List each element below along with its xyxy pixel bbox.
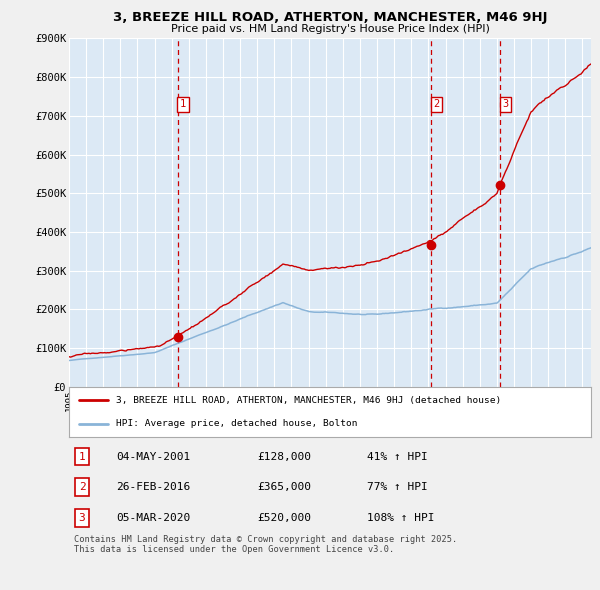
Text: 2: 2 (79, 482, 85, 492)
Text: 2: 2 (434, 99, 440, 109)
Text: 41% ↑ HPI: 41% ↑ HPI (367, 451, 427, 461)
Text: £128,000: £128,000 (257, 451, 311, 461)
Text: Contains HM Land Registry data © Crown copyright and database right 2025.
This d: Contains HM Land Registry data © Crown c… (74, 535, 457, 555)
Text: £365,000: £365,000 (257, 482, 311, 492)
Text: HPI: Average price, detached house, Bolton: HPI: Average price, detached house, Bolt… (116, 419, 358, 428)
Text: 3, BREEZE HILL ROAD, ATHERTON, MANCHESTER, M46 9HJ (detached house): 3, BREEZE HILL ROAD, ATHERTON, MANCHESTE… (116, 396, 501, 405)
Text: 1: 1 (180, 99, 187, 109)
Text: 26-FEB-2016: 26-FEB-2016 (116, 482, 190, 492)
Text: 3, BREEZE HILL ROAD, ATHERTON, MANCHESTER, M46 9HJ: 3, BREEZE HILL ROAD, ATHERTON, MANCHESTE… (113, 11, 547, 24)
Text: 1: 1 (79, 451, 85, 461)
Text: 77% ↑ HPI: 77% ↑ HPI (367, 482, 427, 492)
Text: £520,000: £520,000 (257, 513, 311, 523)
Text: 3: 3 (502, 99, 509, 109)
Text: 04-MAY-2001: 04-MAY-2001 (116, 451, 190, 461)
Text: Price paid vs. HM Land Registry's House Price Index (HPI): Price paid vs. HM Land Registry's House … (170, 25, 490, 34)
Text: 05-MAR-2020: 05-MAR-2020 (116, 513, 190, 523)
Text: 108% ↑ HPI: 108% ↑ HPI (367, 513, 434, 523)
Text: 3: 3 (79, 513, 85, 523)
